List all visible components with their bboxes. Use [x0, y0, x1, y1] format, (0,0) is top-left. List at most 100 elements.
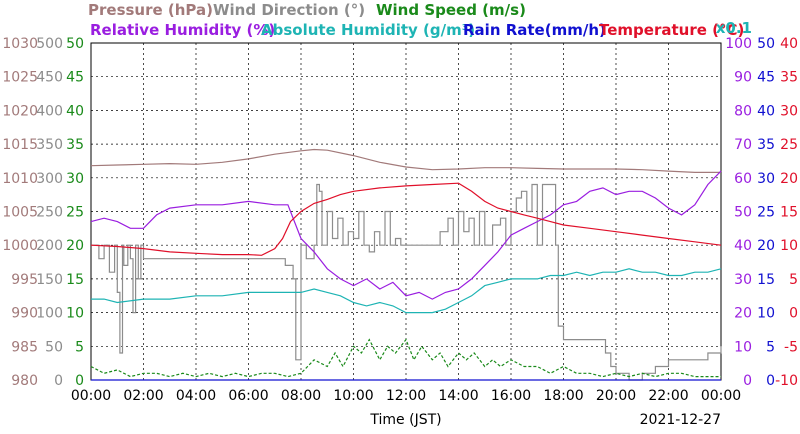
- y-tick-label-pressure: 1020: [2, 103, 38, 119]
- y-tick-label-pressure: 1025: [2, 70, 38, 86]
- x-tick-label: 16:00: [491, 388, 531, 404]
- y-tick-label-rain: 20: [757, 238, 775, 254]
- y-tick-label-temp: 0: [789, 306, 798, 322]
- y-tick-label-temp: 15: [780, 205, 798, 221]
- x-tick-label: 10:00: [333, 388, 373, 404]
- legend-rain: Rain Rate(mm/h): [463, 21, 606, 39]
- x-tick-label: 00:00: [71, 388, 111, 404]
- legend-wind-speed: Wind Speed (m/s): [376, 1, 526, 19]
- y-tick-label-pressure: 1000: [2, 238, 38, 254]
- y-tick-label-wind-speed: 45: [66, 70, 84, 86]
- y-tick-label-rain: 10: [757, 306, 775, 322]
- y-tick-label-wind-speed: 25: [66, 205, 84, 221]
- y-tick-label-rh: 50: [734, 205, 752, 221]
- y-tick-label-rh: 70: [734, 137, 752, 153]
- x-tick-label: 06:00: [228, 388, 268, 404]
- y-tick-label-wind-speed: 15: [66, 272, 84, 288]
- y-tick-label-wind-dir: 150: [36, 272, 63, 288]
- y-tick-label-wind-dir: 350: [36, 137, 63, 153]
- y-tick-label-wind-speed: 0: [75, 373, 84, 389]
- x-tick-label: 02:00: [123, 388, 163, 404]
- y-tick-label-rh: 10: [734, 339, 752, 355]
- grid: [91, 43, 721, 380]
- y-tick-label-wind-speed: 20: [66, 238, 84, 254]
- y-tick-label-rh: 40: [734, 238, 752, 254]
- y-tick-label-rh: 100: [725, 36, 752, 52]
- y-tick-label-wind-dir: 450: [36, 70, 63, 86]
- y-tick-label-pressure: 980: [11, 373, 38, 389]
- y-tick-label-rain: 0: [766, 373, 775, 389]
- y-tick-label-wind-dir: 0: [54, 373, 63, 389]
- y-tick-label-rain: 15: [757, 272, 775, 288]
- y-tick-label-rh: 90: [734, 70, 752, 86]
- series-line-temp: [90, 182, 722, 256]
- series-line-wind-dir: [91, 183, 722, 381]
- y-tick-label-wind-dir: 100: [36, 306, 63, 322]
- y-tick-label-temp: 5: [789, 272, 798, 288]
- legend-wind-dir: Wind Direction (°): [213, 1, 365, 19]
- y-tick-label-pressure: 985: [11, 339, 38, 355]
- legend-multiplier-note: x0.1: [716, 19, 752, 37]
- y-tick-label-pressure: 1005: [2, 205, 38, 221]
- legend-rh: Relative Humidity (%): [90, 21, 275, 39]
- y-tick-label-wind-dir: 500: [36, 36, 63, 52]
- axes-group: 1030102510201015101010051000995990985980…: [2, 36, 798, 428]
- y-tick-label-rain: 25: [757, 205, 775, 221]
- series-line-rh: [91, 268, 722, 314]
- y-tick-label-wind-speed: 50: [66, 36, 84, 52]
- y-tick-label-wind-dir: 300: [36, 171, 63, 187]
- y-tick-label-rh: 0: [743, 373, 752, 389]
- y-tick-label-temp: 20: [780, 171, 798, 187]
- y-tick-label-rain: 40: [757, 103, 775, 119]
- x-tick-label: 12:00: [386, 388, 426, 404]
- date-label: 2021-12-27: [640, 412, 721, 428]
- y-tick-label-temp: 40: [780, 36, 798, 52]
- y-tick-label-pressure: 995: [11, 272, 38, 288]
- y-tick-label-wind-speed: 40: [66, 103, 84, 119]
- legend-ah: Absolute Humidity (g/m³): [261, 21, 475, 39]
- x-axis-label: Time (JST): [369, 412, 441, 428]
- x-tick-label: 22:00: [648, 388, 688, 404]
- y-tick-label-rh: 80: [734, 103, 752, 119]
- legend-pressure: Pressure (hPa): [88, 1, 213, 19]
- x-tick-label: 08:00: [281, 388, 321, 404]
- series-line-pressure: [90, 148, 721, 173]
- y-tick-label-rain: 30: [757, 171, 775, 187]
- y-tick-label-temp: 30: [780, 103, 798, 119]
- y-tick-label-rain: 50: [757, 36, 775, 52]
- y-tick-label-wind-dir: 50: [45, 339, 63, 355]
- y-tick-label-rh: 30: [734, 272, 752, 288]
- y-tick-label-wind-dir: 200: [36, 238, 63, 254]
- y-tick-label-wind-speed: 10: [66, 306, 84, 322]
- y-tick-label-wind-speed: 5: [75, 339, 84, 355]
- y-tick-label-wind-dir: 400: [36, 103, 63, 119]
- y-tick-label-wind-speed: 35: [66, 137, 84, 153]
- x-tick-label: 14:00: [438, 388, 478, 404]
- y-tick-label-temp: -10: [775, 373, 798, 389]
- y-tick-label-wind-dir: 250: [36, 205, 63, 221]
- series-line-wind-speed: [90, 338, 721, 378]
- y-tick-label-temp: 35: [780, 70, 798, 86]
- y-tick-label-pressure: 1015: [2, 137, 38, 153]
- y-tick-label-rh: 60: [734, 171, 752, 187]
- y-tick-label-pressure: 1010: [2, 171, 38, 187]
- y-tick-label-wind-speed: 30: [66, 171, 84, 187]
- x-tick-label: 00:00: [701, 388, 741, 404]
- y-tick-label-pressure: 990: [11, 306, 38, 322]
- y-tick-label-temp: -5: [784, 339, 798, 355]
- y-tick-label-rain: 5: [766, 339, 775, 355]
- x-tick-label: 18:00: [543, 388, 583, 404]
- y-tick-label-rain: 45: [757, 70, 775, 86]
- y-tick-label-rh: 20: [734, 306, 752, 322]
- y-tick-label-temp: 25: [780, 137, 798, 153]
- y-tick-label-pressure: 1030: [2, 36, 38, 52]
- legend-temp: Temperature (°C): [599, 21, 744, 39]
- y-tick-label-temp: 10: [780, 238, 798, 254]
- legend: Pressure (hPa) Wind Direction (°) Wind Spe…: [88, 1, 752, 39]
- y-tick-label-rain: 35: [757, 137, 775, 153]
- x-tick-label: 04:00: [176, 388, 216, 404]
- x-tick-label: 20:00: [596, 388, 636, 404]
- series-line-rh: [90, 170, 722, 300]
- series-group: [90, 148, 722, 381]
